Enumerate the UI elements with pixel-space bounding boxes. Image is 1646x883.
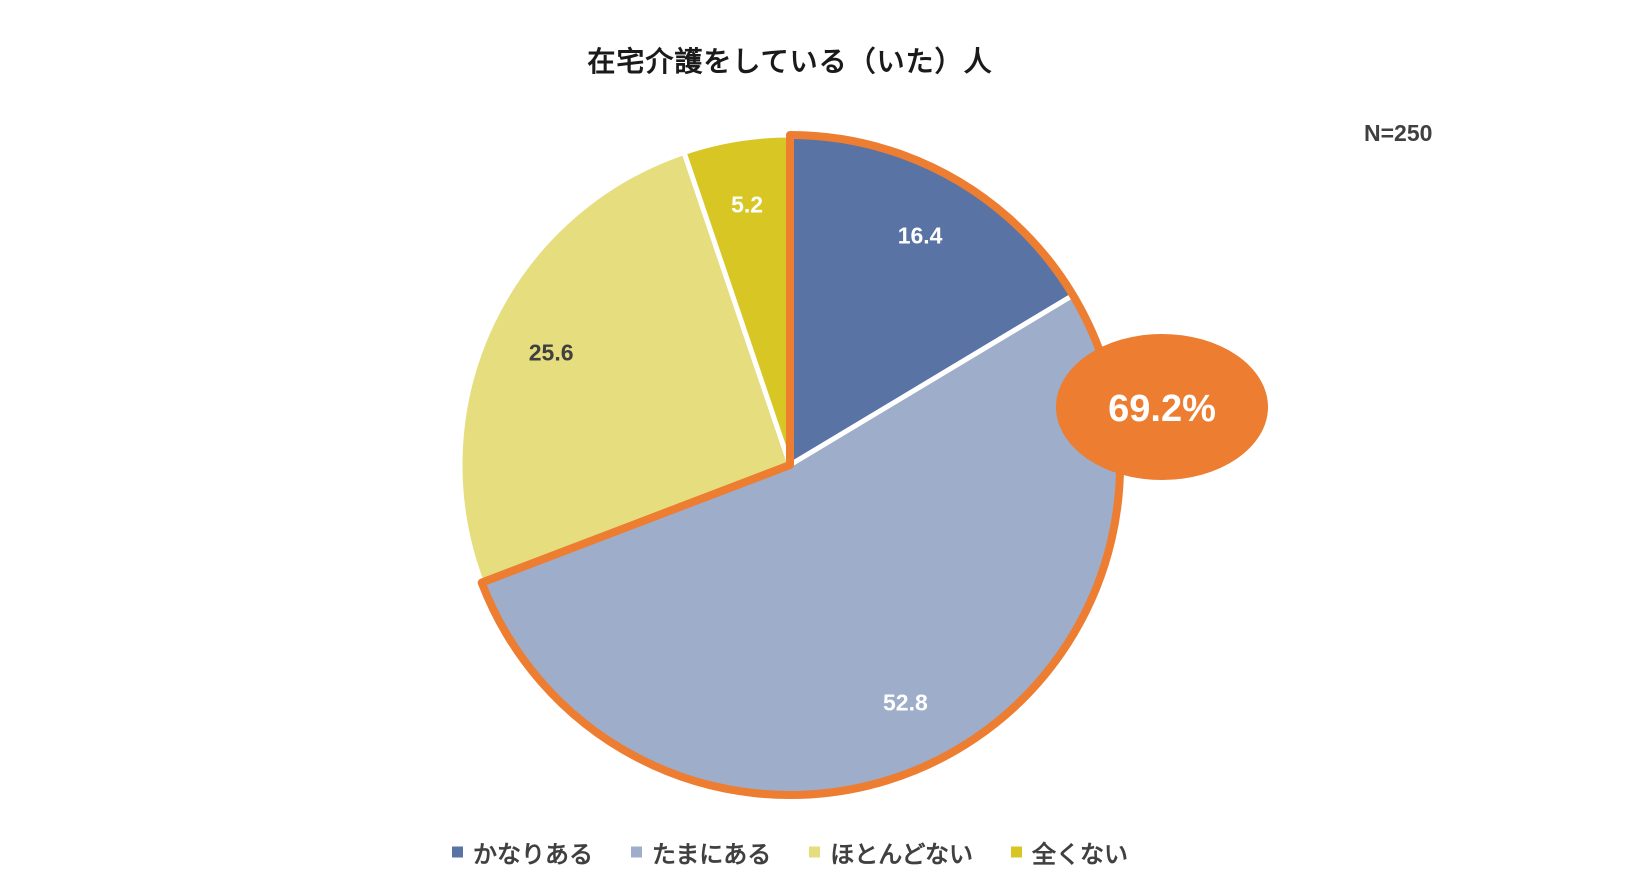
legend-swatch-3 (809, 846, 821, 858)
legend-swatch-1 (451, 846, 463, 858)
legend-label-1: かなりある (472, 840, 593, 869)
legend-label-2: たまにある (651, 840, 772, 869)
pie-data-label-3: 25.6 (529, 340, 574, 366)
legend: かなりある たまにある ほとんどない 全くない (0, 835, 1580, 870)
legend-item-3: ほとんどない (809, 835, 973, 870)
highlight-outline (477, 131, 1124, 799)
pie-data-label-1: 16.4 (898, 222, 943, 248)
legend-item-1: かなりある (451, 835, 593, 870)
legend-swatch-4 (1011, 846, 1023, 858)
pie-data-label-2: 52.8 (883, 689, 928, 715)
sample-size-label: N=250 (1364, 120, 1433, 146)
highlight-badge-ellipse (1056, 334, 1268, 480)
pie-data-label-4: 5.2 (731, 192, 763, 218)
pie-slices (457, 132, 1123, 798)
legend-item-2: たまにある (630, 835, 772, 870)
pie-data-labels: 16.4 52.8 25.6 5.2 (529, 192, 943, 716)
legend-label-4: 全くない (1032, 840, 1129, 869)
pie-slice-3 (457, 149, 793, 586)
legend-item-4: 全くない (1011, 835, 1128, 870)
chart-title: 在宅介護をしている（いた）人 (587, 45, 993, 78)
legend-label-3: ほとんどない (830, 840, 974, 869)
legend-swatch-2 (630, 846, 642, 858)
highlight-badge-value: 69.2% (1108, 388, 1216, 430)
highlight-badge: 69.2% (1056, 334, 1268, 480)
